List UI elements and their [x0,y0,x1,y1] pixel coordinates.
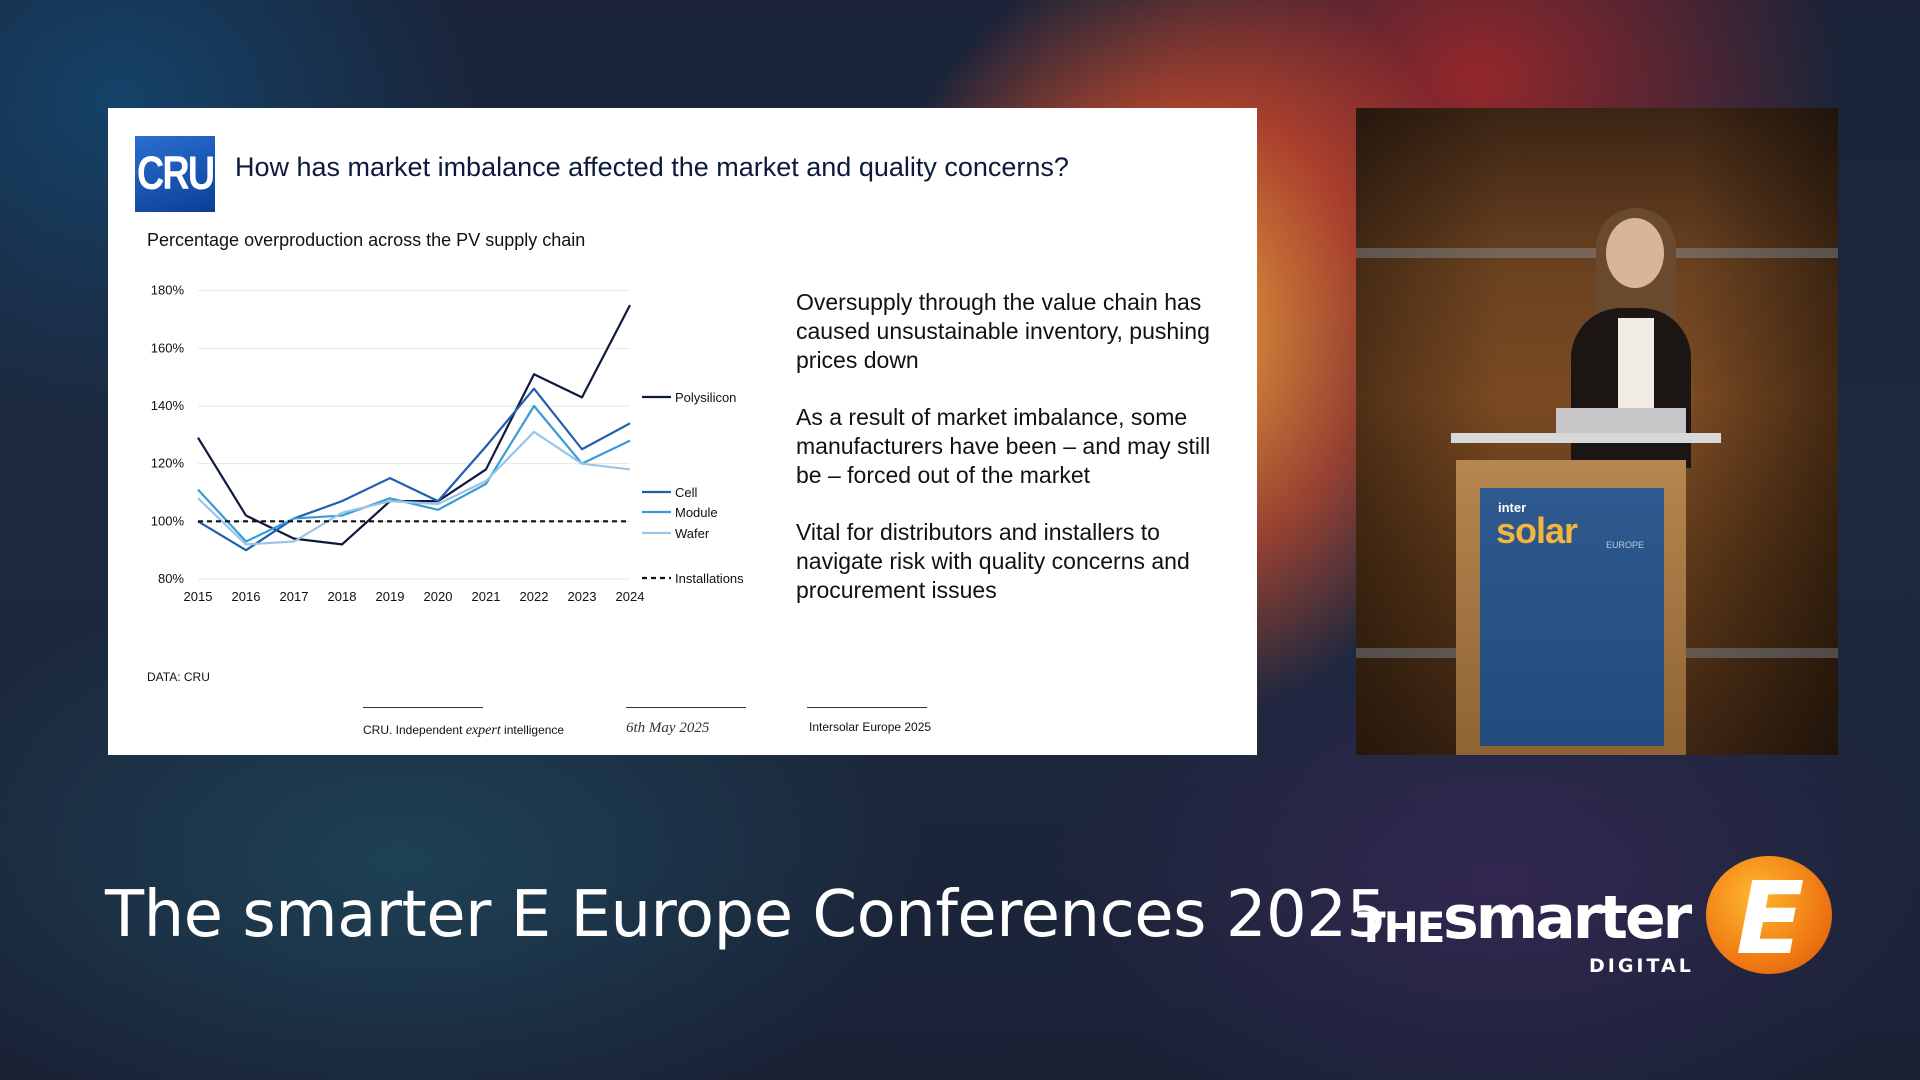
series-line-module [197,404,631,543]
x-tick-label: 2019 [376,589,405,604]
footer-tagline-italic: expert [465,723,501,738]
x-tick-label: 2024 [616,589,645,604]
speaker-shirt [1618,318,1654,408]
brand-e-icon: E [1706,856,1832,977]
legend-label-module: Module [675,505,718,520]
bullet-list: Oversupply through the value chain has c… [796,288,1216,633]
footer-rule-right [807,707,927,708]
slide-title: How has market imbalance affected the ma… [235,152,1069,182]
legend-label-polysilicon: Polysilicon [675,390,736,405]
cru-logo-text: CRU [136,147,215,200]
y-tick-label: 140% [151,398,185,413]
podium: inter solar EUROPE [1456,460,1686,755]
y-tick-label: 80% [158,571,184,586]
bullet-market-imbalance: As a result of market imbalance, some ma… [796,404,1211,488]
x-tick-label: 2021 [472,589,501,604]
brand-e-letter: E [1736,860,1805,977]
podium-logo-solar: solar [1496,510,1578,551]
x-tick-label: 2023 [568,589,597,604]
podium-panel: inter solar EUROPE [1480,488,1664,746]
speaker-head [1606,218,1664,288]
y-tick-label: 180% [151,283,185,298]
footer-tagline: CRU. Independent expert intelligence [363,723,564,739]
cru-logo: CRU [135,136,215,212]
brand-digital: DIGITAL [1589,955,1694,977]
podium-top [1451,433,1721,443]
legend-label-installations: Installations [675,571,744,586]
podium-logo-europe: EUROPE [1606,540,1645,550]
podium-logo-inter: inter [1498,500,1527,515]
y-tick-label: 100% [151,513,185,528]
presentation-slide: CRU How has market imbalance affected th… [108,108,1257,755]
x-tick-label: 2020 [424,589,453,604]
x-tick-label: 2015 [184,589,213,604]
x-tick-label: 2022 [520,589,549,604]
footer-rule-middle [626,707,746,708]
conference-title: The smarter E Europe Conferences 2025 [105,878,1387,952]
bullet-distributors: Vital for distributors and installers to… [796,519,1190,603]
y-tick-label: 120% [151,456,185,471]
brand-the: THE [1357,903,1445,952]
overproduction-line-chart: 80%100%120%140%160%180%200%2015201620172… [151,283,744,604]
footer-tagline-suffix: intelligence [500,723,565,737]
y-tick-label: 160% [151,340,185,355]
x-tick-label: 2016 [232,589,261,604]
x-tick-label: 2017 [280,589,309,604]
speaker-video-feed: inter solar EUROPE [1356,108,1838,755]
footer-date: 6th May 2025 [626,720,710,736]
footer-tagline-prefix: CRU. Independent [363,723,466,737]
series-line-polysilicon [197,304,631,546]
bullet-oversupply: Oversupply through the value chain has c… [796,289,1210,373]
legend-label-cell: Cell [675,485,698,500]
series-line-cell [197,387,631,552]
data-source-note: DATA: CRU [147,670,210,684]
series-line-wafer [197,430,631,546]
legend-label-wafer: Wafer [675,526,710,541]
footer-event: Intersolar Europe 2025 [809,720,932,734]
x-tick-label: 2018 [328,589,357,604]
chart-title: Percentage overproduction across the PV … [147,230,586,250]
brand-smarter: smarter [1443,883,1692,953]
footer-rule-left [363,707,483,708]
